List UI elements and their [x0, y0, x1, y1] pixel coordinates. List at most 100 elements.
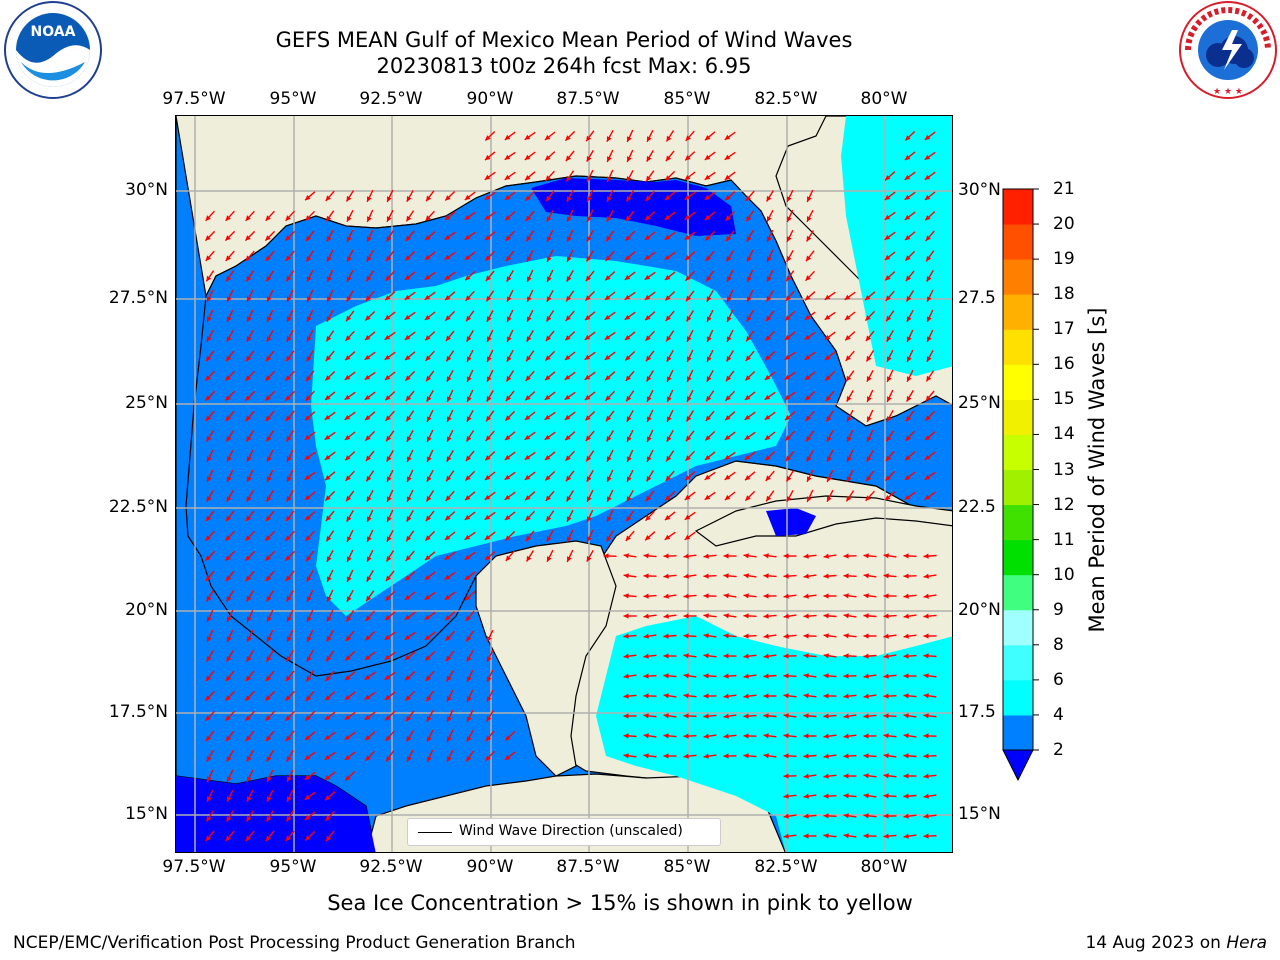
wind-arrow-head — [406, 436, 412, 442]
wind-arrow-head — [565, 455, 571, 461]
wind-arrow-head — [644, 234, 651, 240]
wind-arrow-head — [304, 814, 311, 821]
wind-arrow-head — [824, 314, 831, 320]
wind-arrow-head — [485, 555, 491, 561]
wind-arrow-head — [724, 134, 731, 140]
wind-arrow-head — [404, 614, 411, 620]
wind-arrow-head — [907, 336, 912, 342]
wind-arrow-head — [525, 215, 532, 221]
wind-arrow-head — [404, 654, 411, 660]
wind-arrow-head — [883, 793, 889, 799]
wind-arrow-head — [465, 615, 471, 621]
wind-arrow-head — [706, 296, 712, 302]
wind-arrow-head — [265, 695, 271, 701]
wind-arrow-head — [685, 255, 691, 261]
wind-arrow-head — [686, 315, 692, 322]
wind-arrow-head — [366, 595, 372, 602]
footer-date: 14 Aug 2023 on Hera — [1085, 933, 1267, 953]
wind-arrow-head — [886, 336, 892, 342]
wind-arrow-head — [306, 675, 312, 682]
wind-arrow-head — [466, 435, 472, 442]
wind-arrow-head — [566, 196, 572, 202]
wind-arrow-head — [684, 534, 691, 540]
wind-arrow-head — [863, 833, 869, 839]
lat-label-right: 17.5 — [958, 702, 996, 722]
wind-arrow-head — [846, 375, 852, 382]
wind-arrow-head — [643, 733, 649, 739]
wind-arrow-head — [386, 456, 392, 462]
wind-arrow-head — [385, 415, 391, 421]
wind-arrow-head — [325, 475, 331, 481]
wind-arrow-head — [327, 616, 332, 622]
lat-label-left: 30°N — [125, 180, 168, 200]
wind-arrow-head — [705, 415, 711, 421]
wind-arrow-head — [324, 714, 331, 720]
wind-arrow-head — [545, 175, 551, 181]
wind-arrow-head — [546, 195, 552, 202]
wind-arrow-head — [664, 534, 671, 540]
wind-arrow-head — [783, 573, 789, 579]
chart-subtitle-run: 20230813 t00z 264h fcst Max: 6.95 — [376, 54, 752, 78]
wind-arrow-head — [487, 376, 492, 382]
wind-arrow-head — [766, 495, 772, 502]
wind-arrow-head — [544, 134, 551, 140]
wind-arrow-head — [226, 275, 232, 282]
wind-arrow-head — [385, 575, 392, 582]
wind-arrow-head — [663, 753, 669, 759]
wind-arrow-head — [766, 315, 772, 322]
wind-arrow-head — [923, 773, 929, 779]
wind-arrow-head — [247, 456, 252, 462]
wind-arrow-head — [507, 296, 512, 302]
wind-arrow-head — [226, 515, 232, 522]
wind-arrow-head — [505, 395, 512, 402]
wind-arrow-head — [684, 214, 691, 220]
wind-arrow-head — [725, 415, 731, 421]
wind-arrow-head — [364, 694, 371, 700]
wind-arrow-head — [664, 254, 671, 260]
wind-arrow-head — [663, 673, 669, 679]
wind-arrow-head — [267, 296, 272, 302]
wind-arrow-head — [885, 455, 892, 461]
wind-arrow-head — [526, 235, 532, 242]
wind-arrow-head — [304, 494, 311, 500]
wind-arrow-head — [803, 653, 809, 659]
wind-arrow-head — [887, 356, 892, 362]
wind-arrow-head — [205, 675, 212, 682]
wind-arrow-head — [504, 754, 511, 761]
wind-arrow-head — [307, 316, 312, 322]
wind-arrow-head — [227, 456, 232, 462]
wind-arrow-head — [803, 593, 809, 599]
wind-arrow-head — [365, 735, 371, 741]
wind-arrow-head — [585, 435, 591, 441]
wind-arrow-head — [504, 454, 511, 460]
wind-arrow-head — [287, 456, 292, 462]
wind-arrow-head — [923, 613, 929, 619]
wind-arrow-head — [365, 315, 371, 321]
wind-arrow-head — [783, 653, 789, 659]
wind-arrow-head — [225, 215, 231, 221]
wind-arrow-head — [285, 575, 292, 581]
wind-arrow-head — [803, 733, 809, 739]
wind-arrow-head — [843, 553, 849, 559]
wind-arrow-head — [923, 553, 929, 559]
wind-arrow-head — [385, 295, 391, 301]
deep-region-north — [531, 178, 736, 236]
wind-arrow-head — [426, 375, 432, 382]
wind-arrow-head — [286, 355, 292, 362]
wind-arrow-head — [883, 713, 889, 719]
wind-arrow-head — [225, 715, 231, 721]
wind-arrow-head — [485, 135, 491, 141]
wind-arrow-head — [645, 215, 651, 221]
wind-arrow-head — [326, 335, 332, 342]
wind-arrow-head — [206, 655, 212, 662]
wind-arrow-head — [867, 436, 872, 442]
wind-arrow-head — [587, 216, 592, 222]
wind-arrow-head — [663, 613, 669, 619]
wind-arrow-head — [665, 295, 671, 301]
wind-arrow-head — [386, 435, 392, 442]
wind-arrow-head — [487, 636, 492, 642]
wind-arrow-head — [727, 336, 732, 342]
wind-arrow-head — [624, 274, 631, 280]
wind-arrow-head — [345, 335, 351, 341]
wind-arrow-head — [387, 216, 392, 222]
